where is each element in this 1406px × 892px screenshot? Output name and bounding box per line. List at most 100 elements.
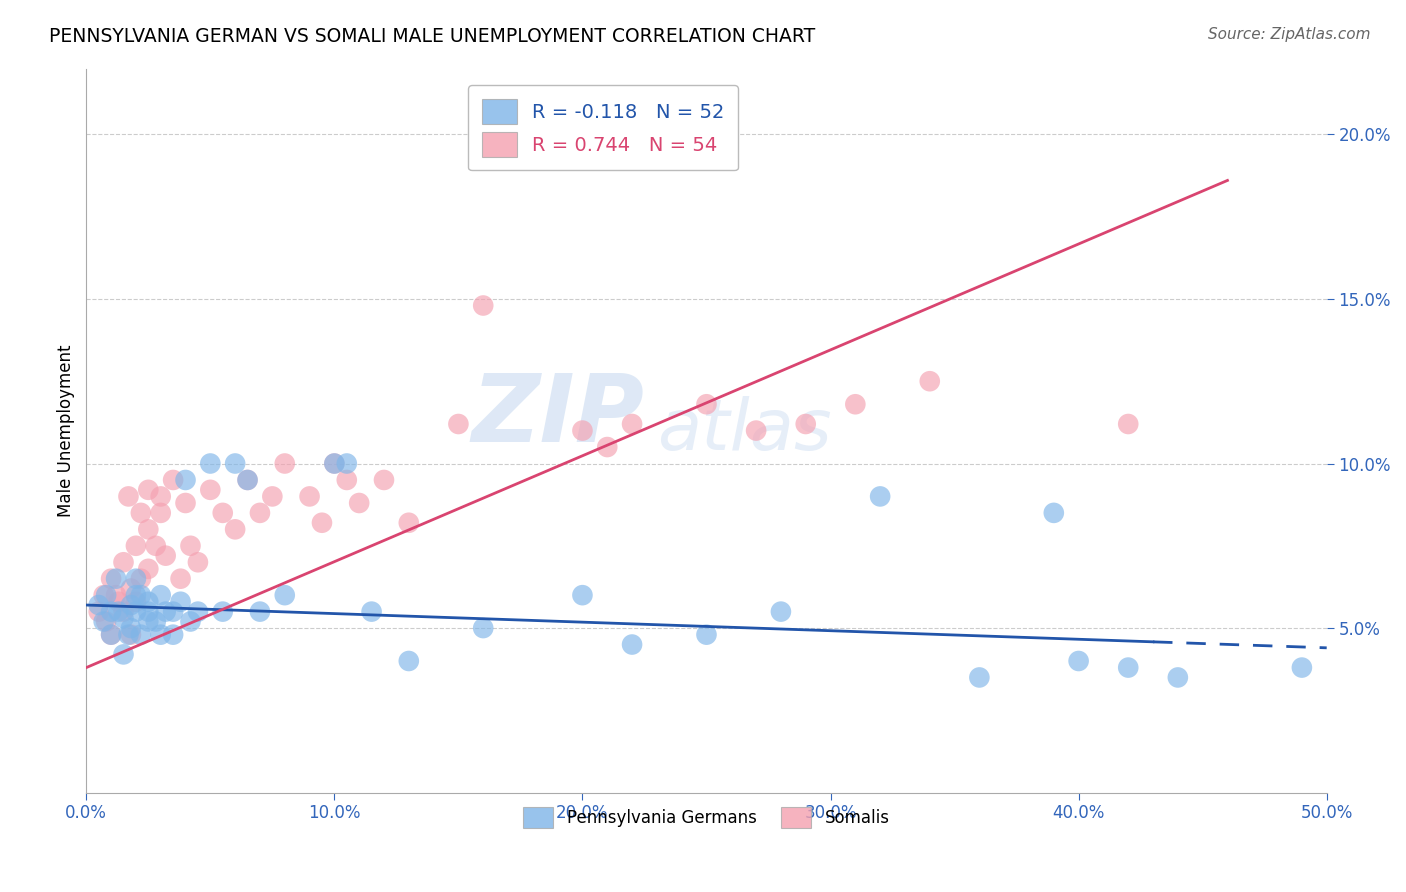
- Point: [136, 562, 159, 576]
- Point: [112, 605, 135, 619]
- Text: PENNSYLVANIA GERMAN VS SOMALI MALE UNEMPLOYMENT CORRELATION CHART: PENNSYLVANIA GERMAN VS SOMALI MALE UNEMP…: [49, 27, 815, 45]
- Point: [571, 424, 593, 438]
- Point: [136, 595, 159, 609]
- Point: [169, 572, 191, 586]
- Point: [129, 588, 152, 602]
- Point: [1291, 660, 1313, 674]
- Point: [336, 457, 359, 471]
- Point: [869, 490, 891, 504]
- Point: [695, 397, 717, 411]
- Point: [621, 638, 644, 652]
- Point: [125, 539, 148, 553]
- Point: [93, 588, 115, 602]
- Point: [120, 582, 142, 596]
- Point: [187, 605, 209, 619]
- Point: [200, 457, 222, 471]
- Point: [87, 598, 110, 612]
- Point: [373, 473, 395, 487]
- Point: [1167, 670, 1189, 684]
- Point: [360, 605, 382, 619]
- Point: [120, 598, 142, 612]
- Point: [105, 588, 128, 602]
- Point: [174, 473, 197, 487]
- Point: [149, 588, 172, 602]
- Point: [94, 615, 117, 629]
- Point: [100, 628, 122, 642]
- Point: [211, 605, 233, 619]
- Point: [522, 128, 544, 142]
- Point: [472, 298, 495, 312]
- Text: Source: ZipAtlas.com: Source: ZipAtlas.com: [1208, 27, 1371, 42]
- Point: [120, 628, 142, 642]
- Point: [125, 588, 148, 602]
- Point: [187, 555, 209, 569]
- Point: [94, 588, 117, 602]
- Point: [398, 516, 420, 530]
- Point: [472, 621, 495, 635]
- Point: [1116, 660, 1139, 674]
- Point: [136, 615, 159, 629]
- Point: [769, 605, 792, 619]
- Point: [398, 654, 420, 668]
- Point: [274, 588, 297, 602]
- Point: [262, 490, 284, 504]
- Point: [179, 539, 201, 553]
- Point: [323, 457, 346, 471]
- Text: atlas: atlas: [657, 396, 831, 465]
- Point: [112, 555, 135, 569]
- Point: [149, 490, 172, 504]
- Point: [145, 539, 167, 553]
- Point: [107, 595, 129, 609]
- Point: [162, 628, 184, 642]
- Point: [162, 605, 184, 619]
- Point: [105, 572, 128, 586]
- Point: [695, 628, 717, 642]
- Point: [311, 516, 333, 530]
- Point: [596, 440, 619, 454]
- Point: [149, 628, 172, 642]
- Point: [117, 490, 139, 504]
- Point: [155, 549, 177, 563]
- Text: ZIP: ZIP: [471, 370, 644, 462]
- Point: [347, 496, 370, 510]
- Point: [236, 473, 259, 487]
- Point: [169, 595, 191, 609]
- Point: [274, 457, 297, 471]
- Point: [447, 417, 470, 431]
- Point: [211, 506, 233, 520]
- Point: [745, 424, 768, 438]
- Point: [100, 572, 122, 586]
- Point: [621, 417, 644, 431]
- Point: [149, 506, 172, 520]
- Point: [200, 483, 222, 497]
- Point: [125, 605, 148, 619]
- Point: [224, 522, 246, 536]
- Point: [100, 628, 122, 642]
- Point: [844, 397, 866, 411]
- Y-axis label: Male Unemployment: Male Unemployment: [58, 344, 75, 516]
- Point: [155, 605, 177, 619]
- Point: [100, 605, 122, 619]
- Point: [112, 611, 135, 625]
- Point: [136, 483, 159, 497]
- Point: [129, 572, 152, 586]
- Point: [249, 605, 271, 619]
- Point: [179, 615, 201, 629]
- Point: [93, 615, 115, 629]
- Point: [117, 628, 139, 642]
- Point: [125, 572, 148, 586]
- Point: [174, 496, 197, 510]
- Point: [162, 473, 184, 487]
- Point: [571, 588, 593, 602]
- Point: [145, 615, 167, 629]
- Point: [794, 417, 817, 431]
- Point: [224, 457, 246, 471]
- Legend: Pennsylvania Germans, Somalis: Pennsylvania Germans, Somalis: [516, 800, 897, 835]
- Point: [136, 522, 159, 536]
- Point: [1043, 506, 1066, 520]
- Point: [129, 506, 152, 520]
- Point: [336, 473, 359, 487]
- Point: [249, 506, 271, 520]
- Point: [236, 473, 259, 487]
- Point: [1116, 417, 1139, 431]
